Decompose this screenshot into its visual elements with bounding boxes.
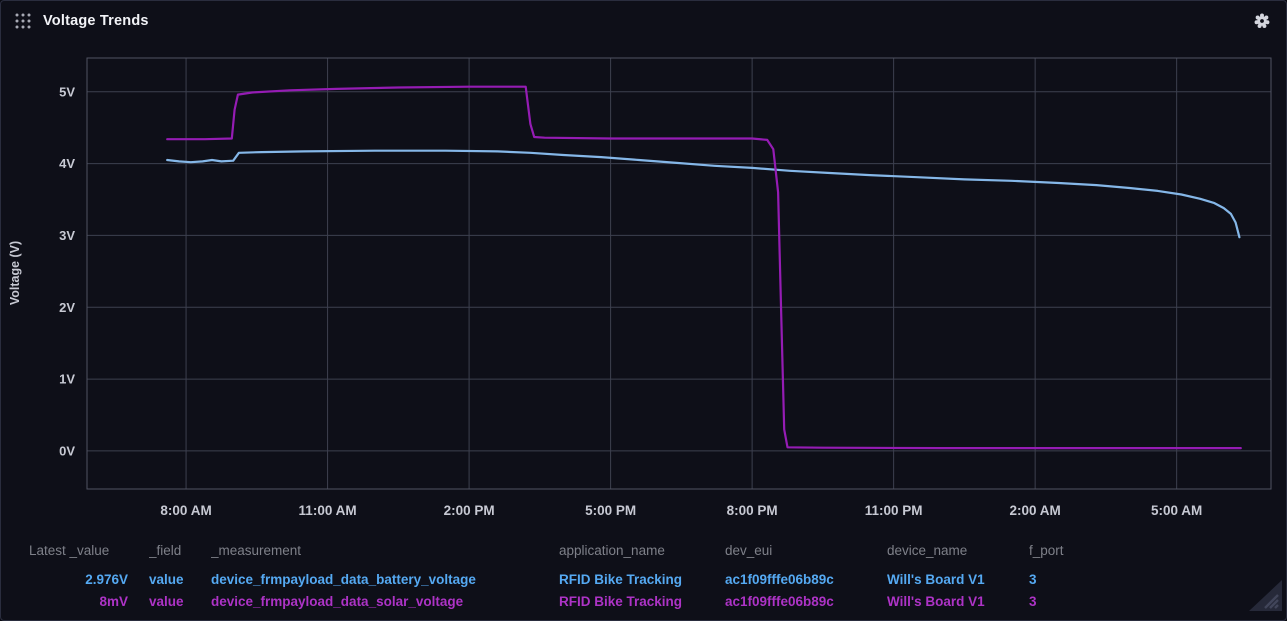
x-tick-label: 2:00 AM xyxy=(1010,503,1061,518)
legend-cell: 3 xyxy=(1029,593,1037,609)
series-line-device_frmpayload_data_solar_voltage xyxy=(166,85,1242,450)
plot-border xyxy=(86,57,1272,490)
y-tick-label: 3V xyxy=(59,228,75,243)
y-tick-label: 1V xyxy=(59,372,75,387)
panel-title[interactable]: Voltage Trends xyxy=(43,13,149,29)
series-line-device_frmpayload_data_battery_voltage xyxy=(166,149,1241,239)
legend-series-row[interactable]: 2.976V value device_frmpayload_data_batter… xyxy=(29,568,1246,590)
legend-header-0: Latest _value xyxy=(29,542,110,558)
legend-cell: device_frmpayload_data_battery_voltage xyxy=(211,571,476,587)
legend-header-5: device_name xyxy=(887,542,968,558)
legend-cell: Will's Board V1 xyxy=(887,593,985,609)
legend-cell: 2.976V xyxy=(85,571,128,587)
x-tick-label: 8:00 AM xyxy=(160,503,211,518)
settings-button[interactable] xyxy=(1252,11,1272,31)
x-tick-label: 11:00 AM xyxy=(299,503,357,518)
legend-header-2: _measurement xyxy=(211,542,302,558)
legend-cell: 8mV xyxy=(99,593,128,609)
legend-cell: device_frmpayload_data_solar_voltage xyxy=(211,593,464,609)
x-tick-label: 2:00 PM xyxy=(444,503,495,518)
y-tick-label: 5V xyxy=(59,84,75,99)
y-tick-label: 4V xyxy=(59,156,75,171)
x-tick-label: 5:00 AM xyxy=(1151,503,1202,518)
x-tick-label: 5:00 PM xyxy=(585,503,636,518)
panel-header: Voltage Trends xyxy=(1,1,1286,41)
panel-resize-handle[interactable] xyxy=(1247,580,1283,617)
y-tick-label: 0V xyxy=(59,443,75,458)
resize-grip-icon xyxy=(1249,580,1282,611)
y-tick-label: 2V xyxy=(59,300,75,315)
legend-header-1: _field xyxy=(149,542,182,558)
legend-cell: value xyxy=(149,593,184,609)
legend-header-6: f_port xyxy=(1029,542,1064,558)
x-tick-label: 11:00 PM xyxy=(865,503,923,518)
legend-series-row[interactable]: 8mV value device_frmpayload_data_solar_vol… xyxy=(29,590,1246,612)
legend-cell: RFID Bike Tracking xyxy=(559,571,683,587)
legend-cell: 3 xyxy=(1029,571,1037,587)
legend-table: Latest _value _field _measurement applicati… xyxy=(29,538,1246,612)
legend-cell: ac1f09fffe06b89c xyxy=(725,593,834,609)
gear-icon xyxy=(1254,13,1270,29)
legend-header-row: Latest _value _field _measurement applicati… xyxy=(29,538,1246,562)
legend-header-4: dev_eui xyxy=(725,542,773,558)
legend-cell: Will's Board V1 xyxy=(887,571,985,587)
drag-handle-icon[interactable] xyxy=(11,9,35,33)
x-tick-label: 8:00 PM xyxy=(727,503,778,518)
legend-header-3: application_name xyxy=(559,542,665,558)
y-axis-label: Voltage (V) xyxy=(8,241,22,305)
legend-cell: RFID Bike Tracking xyxy=(559,593,683,609)
legend-cell: ac1f09fffe06b89c xyxy=(725,571,834,587)
grid-dots-icon xyxy=(15,13,31,29)
voltage-chart[interactable]: 0V 1V 2V 3V 4V 5V 8:00 AM 11:00 AM 2:00 PM 5:00 P… xyxy=(1,1,1287,534)
legend-cell: value xyxy=(149,571,184,587)
